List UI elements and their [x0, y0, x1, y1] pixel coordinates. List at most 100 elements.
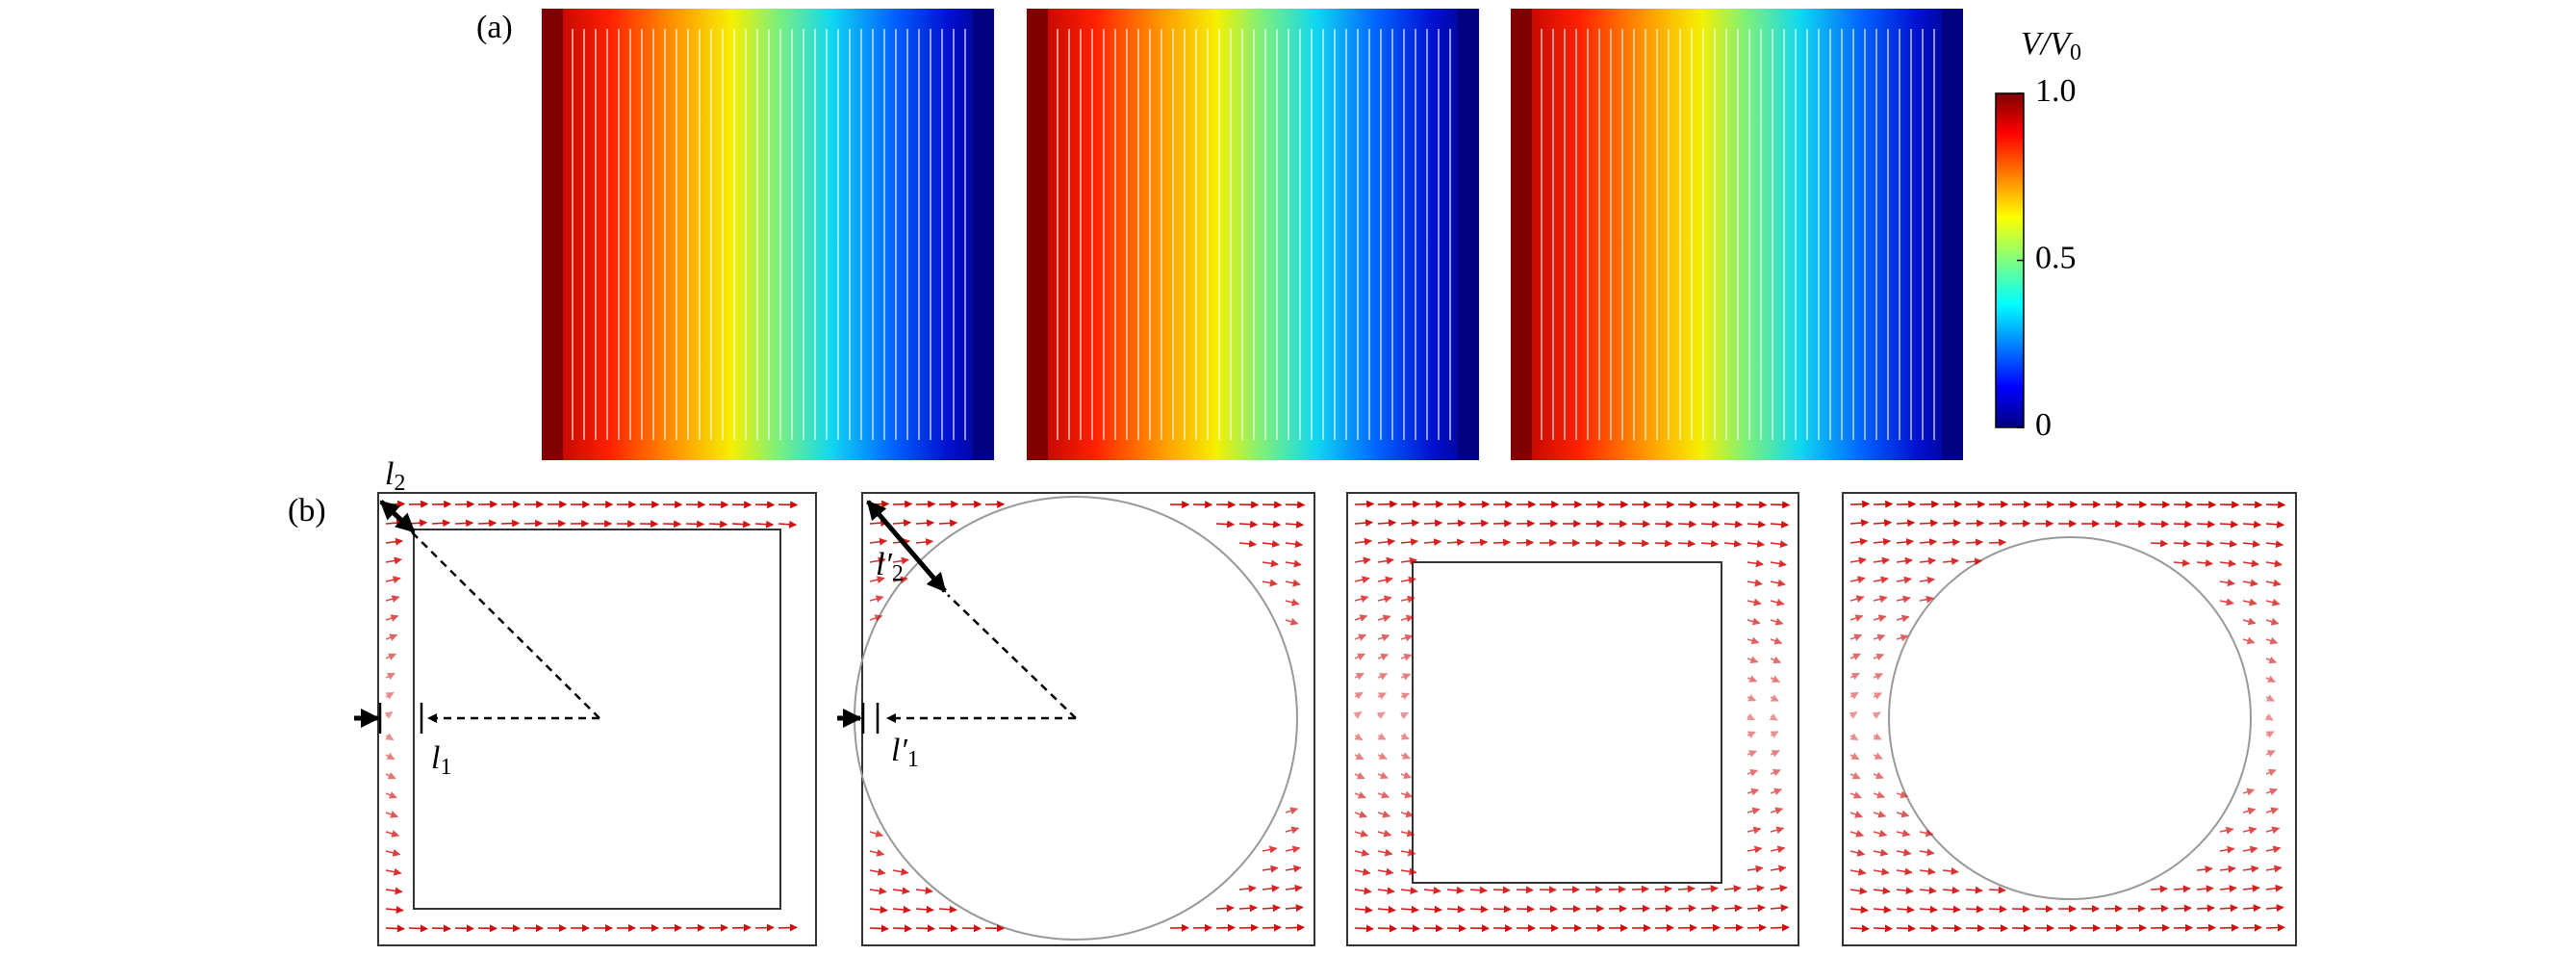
flux-arrow [1700, 904, 1720, 913]
flux-arrow [385, 848, 401, 857]
flux-arrow [1285, 904, 1304, 913]
flux-arrow [454, 519, 474, 528]
potential-maps [542, 9, 1963, 460]
flux-arrow [731, 520, 752, 529]
flux-arrow [1747, 787, 1760, 796]
flux-arrow [892, 924, 912, 933]
flux-arrow [1919, 519, 1939, 528]
flux-arrow [1423, 886, 1441, 894]
flux-arrow [1849, 771, 1861, 780]
flux-arrow [1770, 598, 1785, 607]
flux-arrow [1285, 579, 1301, 587]
flux-arrow [1285, 923, 1305, 932]
flux-arrow [1747, 768, 1758, 777]
flux-arrow [1469, 538, 1489, 547]
flux-arrow [1400, 556, 1417, 565]
flux-arrow [2196, 865, 2213, 873]
flux-arrow [2150, 539, 2169, 548]
flux-arrow [1238, 904, 1258, 913]
flux-arrow [1492, 905, 1512, 914]
flux-arrow [1400, 924, 1420, 933]
flux-arrow [1377, 633, 1390, 642]
flux-arrow [1873, 537, 1892, 546]
flux-arrow [1354, 633, 1367, 641]
flux-arrow [1770, 501, 1791, 509]
flux-arrow [1377, 905, 1396, 914]
flux-arrow [1354, 614, 1368, 622]
flux-arrow [408, 924, 428, 933]
flux-arrow [1849, 595, 1865, 603]
flux-arrow [1849, 633, 1863, 641]
flux-arrow [1285, 501, 1306, 509]
flux-arrow [1747, 540, 1766, 549]
flux-arrow [1849, 733, 1859, 741]
flux-arrow [2219, 826, 2234, 835]
flux-arrow [1654, 520, 1674, 529]
frame [861, 492, 1315, 946]
inner-circle [1888, 536, 2252, 900]
flux-arrow [1354, 924, 1374, 933]
flux-arrow [384, 710, 394, 719]
flux-arrow [1400, 537, 1419, 546]
flux-arrow [1849, 500, 1871, 508]
flux-arrow [1377, 673, 1389, 681]
flux-arrow [1677, 520, 1697, 529]
flux-arrow [2265, 656, 2278, 664]
flux-arrow [1896, 810, 1910, 818]
flux-arrow [869, 848, 885, 857]
flux-arrow [1400, 653, 1413, 661]
flux-arrow [2219, 559, 2236, 568]
flux-arrow [385, 887, 403, 895]
flux-arrow [1942, 538, 1961, 547]
flux-arrow [1896, 829, 1911, 838]
flux-arrow [892, 519, 912, 528]
flux-arrow [2173, 885, 2191, 893]
flux-arrow [1469, 905, 1489, 914]
electrode [542, 9, 563, 460]
flux-arrow [1285, 826, 1300, 835]
flux-arrow [2265, 884, 2283, 892]
flux-arrow [2265, 636, 2279, 645]
flux-arrow [1872, 711, 1881, 720]
flux-arrow [1770, 865, 1787, 873]
flux-arrow [1896, 576, 1912, 584]
flux-arrow [1492, 538, 1512, 547]
flux-arrow [1849, 811, 1863, 818]
flux-arrow [2265, 617, 2280, 626]
flux-panels [377, 492, 2297, 946]
flux-arrow [1770, 904, 1789, 913]
flux-arrow [385, 537, 403, 546]
flux-arrow [2196, 520, 2216, 529]
flux-arrow [1377, 887, 1395, 895]
flux-arrow [1285, 540, 1304, 549]
flux-arrow [1654, 904, 1673, 913]
flux-arrow [778, 520, 798, 529]
flux-arrow [1354, 500, 1375, 508]
panel-label: (a) [476, 10, 513, 45]
flux-arrow [2265, 826, 2281, 835]
flux-arrow [915, 537, 934, 546]
flux-arrow [385, 906, 404, 914]
flux-arrow [1377, 752, 1388, 760]
flux-arrow [1747, 636, 1760, 645]
flux-arrow [1400, 614, 1415, 623]
flux-arrow [1896, 556, 1913, 565]
flux-arrow [2265, 675, 2277, 683]
flux-arrow [2196, 558, 2214, 567]
flux-arrow [2242, 636, 2256, 645]
flux-arrow [892, 867, 909, 876]
flux-arrow [1262, 923, 1282, 932]
flux-arrow [1873, 595, 1888, 604]
flux-arrow [1400, 576, 1416, 584]
flux-arrow [2173, 520, 2193, 529]
flux-arrow [892, 500, 913, 508]
flux-arrow [1285, 884, 1303, 892]
flux-arrow [915, 887, 933, 895]
colorbar-tick-label: 0 [2035, 407, 2052, 443]
flux-arrow [1400, 790, 1414, 799]
flux-arrow [2265, 540, 2284, 549]
flux-arrow [1654, 539, 1673, 548]
flux-arrow [2219, 923, 2239, 932]
flux-arrow [1919, 867, 1936, 876]
flux-arrow [1446, 538, 1466, 547]
